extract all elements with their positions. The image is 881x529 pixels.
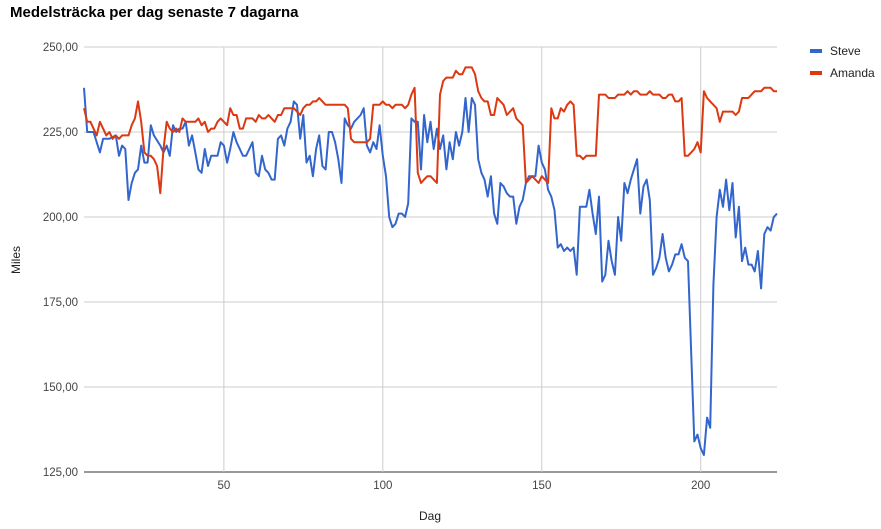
y-axis-label: Miles [9,246,23,274]
grid-lines [84,46,777,473]
legend: Steve Amanda [810,40,875,84]
chart-title: Medelsträcka per dag senaste 7 dagarna [10,4,299,21]
series-lines [83,66,778,456]
legend-label-steve: Steve [830,44,861,58]
legend-label-amanda: Amanda [830,66,875,80]
x-tick-label: 50 [217,480,230,492]
y-tick-label: 150,00 [43,382,78,394]
y-tick-label: 125,00 [43,467,78,479]
legend-item-amanda[interactable]: Amanda [810,62,875,84]
x-tick-label: 100 [373,480,392,492]
series-line-amanda[interactable] [83,66,777,195]
y-axis-ticks: 125,00 150,00 175,00 200,00 225,00 250,00 [43,42,78,479]
x-tick-label: 200 [691,480,710,492]
legend-swatch-steve [810,49,822,53]
y-tick-label: 225,00 [43,127,78,139]
y-tick-label: 175,00 [43,297,78,309]
legend-item-steve[interactable]: Steve [810,40,875,62]
x-axis-ticks: 50 100 150 200 [217,480,710,492]
series-line-steve[interactable] [83,87,778,456]
x-axis-label: Dag [419,509,441,523]
y-tick-label: 200,00 [43,212,78,224]
legend-swatch-amanda [810,71,822,75]
y-tick-label: 250,00 [43,42,78,54]
x-tick-label: 150 [532,480,551,492]
